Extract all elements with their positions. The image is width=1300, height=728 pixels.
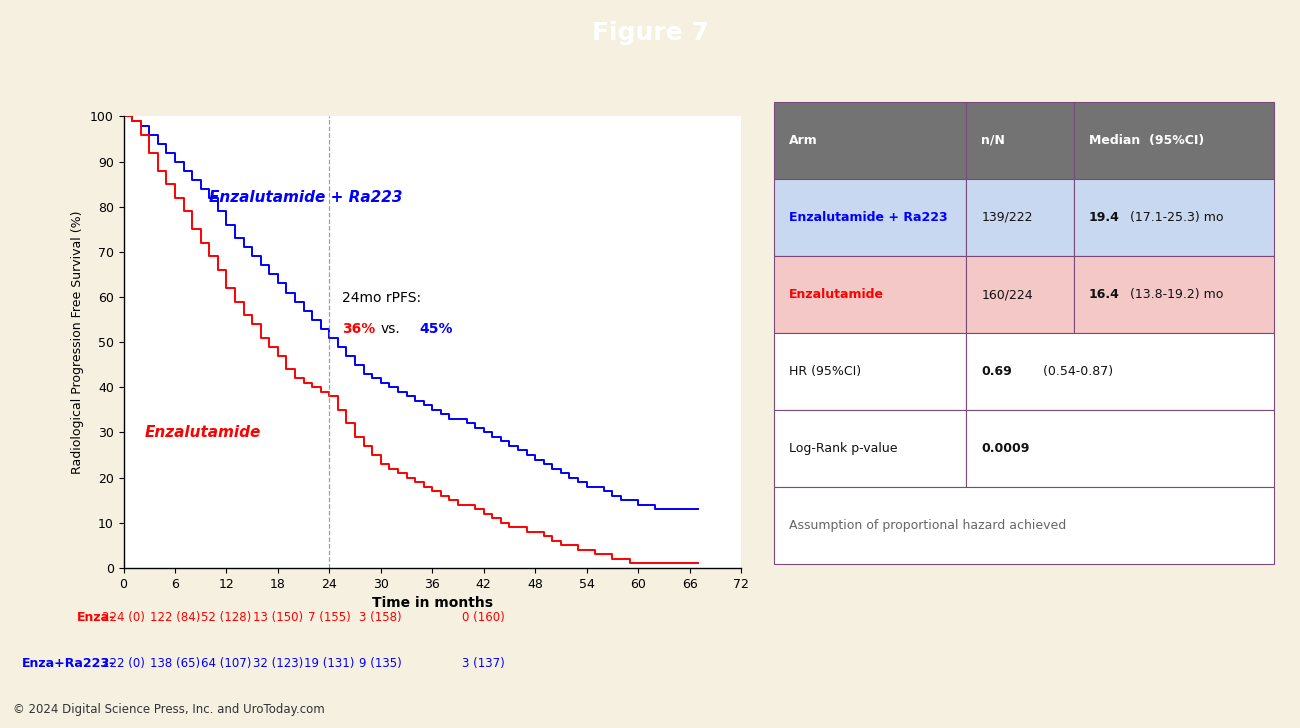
Text: 0.69: 0.69 bbox=[982, 365, 1011, 378]
Text: 9 (135): 9 (135) bbox=[359, 657, 402, 670]
Bar bbox=[774, 256, 966, 333]
Text: 224 (0): 224 (0) bbox=[103, 612, 144, 625]
X-axis label: Time in months: Time in months bbox=[372, 596, 493, 610]
Bar bbox=[966, 179, 1074, 256]
Text: 139/222: 139/222 bbox=[982, 211, 1032, 224]
Text: 16.4: 16.4 bbox=[1089, 288, 1119, 301]
Text: 64 (107): 64 (107) bbox=[202, 657, 252, 670]
Bar bbox=[774, 333, 966, 410]
Bar bbox=[774, 179, 966, 256]
Text: 13 (150): 13 (150) bbox=[252, 612, 303, 625]
Text: 0 (160): 0 (160) bbox=[463, 612, 506, 625]
Text: 122 (84): 122 (84) bbox=[150, 612, 200, 625]
Text: 52 (128): 52 (128) bbox=[202, 612, 251, 625]
Text: 222 (0): 222 (0) bbox=[103, 657, 144, 670]
Text: Log-Rank p-value: Log-Rank p-value bbox=[789, 442, 897, 455]
Text: 138 (65): 138 (65) bbox=[150, 657, 200, 670]
Bar bbox=[966, 102, 1074, 179]
Text: Enzalutamide: Enzalutamide bbox=[144, 425, 261, 440]
Text: Assumption of proportional hazard achieved: Assumption of proportional hazard achiev… bbox=[789, 519, 1066, 532]
Text: vs.: vs. bbox=[381, 322, 400, 336]
Text: 3 (158): 3 (158) bbox=[360, 612, 402, 625]
Text: © 2024 Digital Science Press, Inc. and UroToday.com: © 2024 Digital Science Press, Inc. and U… bbox=[13, 703, 325, 716]
Bar bbox=[1074, 102, 1274, 179]
Text: Enzalutamide: Enzalutamide bbox=[789, 288, 884, 301]
Text: Enzalutamide + Ra223: Enzalutamide + Ra223 bbox=[209, 190, 403, 205]
Text: (17.1-25.3) mo: (17.1-25.3) mo bbox=[1126, 211, 1223, 224]
Text: 19.4: 19.4 bbox=[1089, 211, 1119, 224]
Text: 7 (155): 7 (155) bbox=[308, 612, 351, 625]
Bar bbox=[1074, 256, 1274, 333]
Text: 36%: 36% bbox=[342, 322, 376, 336]
Text: Enzalutamide + Ra223: Enzalutamide + Ra223 bbox=[789, 211, 948, 224]
Bar bbox=[1074, 179, 1274, 256]
Text: 19 (131): 19 (131) bbox=[304, 657, 355, 670]
Y-axis label: Radiological Progression Free Survival (%): Radiological Progression Free Survival (… bbox=[72, 210, 84, 474]
Bar bbox=[966, 410, 1274, 487]
Text: 0.0009: 0.0009 bbox=[982, 442, 1030, 455]
Text: Figure 7: Figure 7 bbox=[592, 22, 708, 45]
Text: Enza+Ra223-: Enza+Ra223- bbox=[22, 657, 114, 670]
Text: 24mo rPFS:: 24mo rPFS: bbox=[342, 290, 421, 304]
Text: Arm: Arm bbox=[789, 134, 818, 147]
Text: n/N: n/N bbox=[982, 134, 1005, 147]
Text: (13.8-19.2) mo: (13.8-19.2) mo bbox=[1126, 288, 1223, 301]
Text: HR (95%CI): HR (95%CI) bbox=[789, 365, 861, 378]
Bar bbox=[966, 256, 1074, 333]
Text: 160/224: 160/224 bbox=[982, 288, 1032, 301]
Text: 32 (123): 32 (123) bbox=[252, 657, 303, 670]
Bar bbox=[966, 333, 1274, 410]
Text: Enza-: Enza- bbox=[77, 612, 114, 625]
Bar bbox=[774, 487, 1274, 564]
Bar bbox=[774, 410, 966, 487]
Text: (0.54-0.87): (0.54-0.87) bbox=[1039, 365, 1113, 378]
Bar bbox=[774, 102, 966, 179]
Text: 45%: 45% bbox=[420, 322, 452, 336]
Text: 3 (137): 3 (137) bbox=[463, 657, 506, 670]
Text: Median  (95%CI): Median (95%CI) bbox=[1089, 134, 1204, 147]
